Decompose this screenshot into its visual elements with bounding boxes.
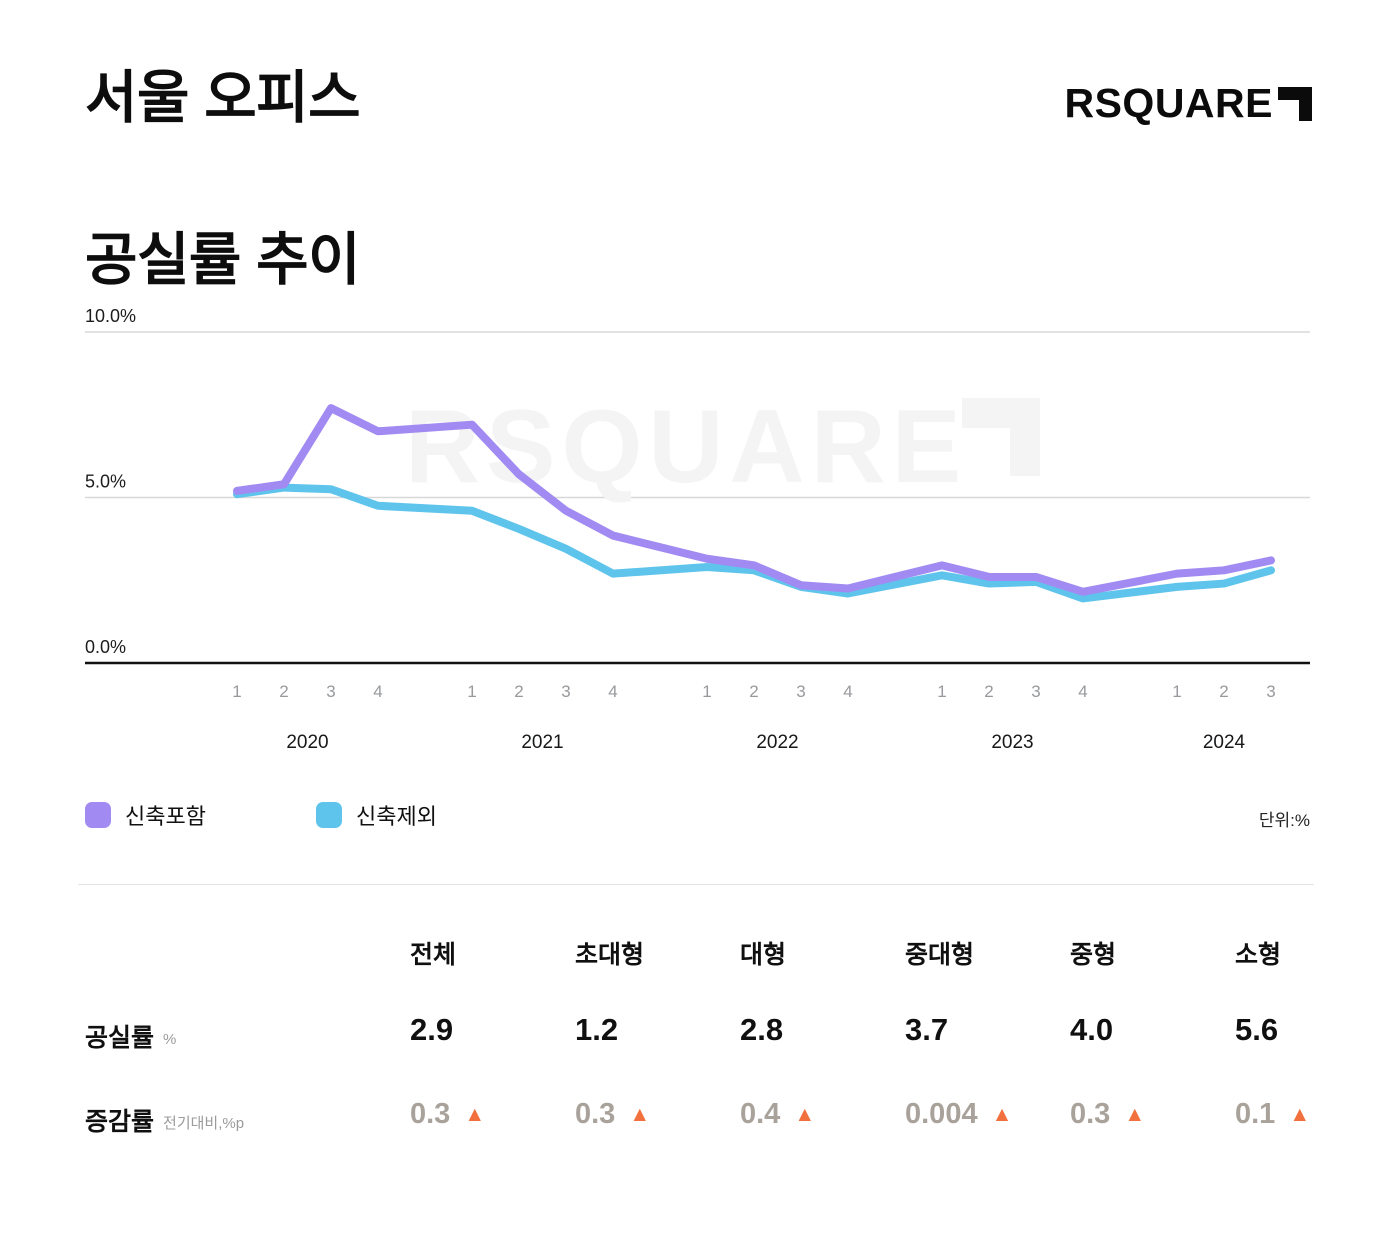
x-axis-quarter-tick: 3: [1031, 682, 1040, 701]
x-axis-year-label: 2022: [756, 732, 798, 753]
change-value-number: 0.004: [905, 1098, 978, 1130]
vacancy-value: 3.7: [905, 1012, 949, 1047]
change-row-sublabel: 전기대비,%p: [163, 1115, 245, 1132]
table-col-header: 소형: [1235, 941, 1282, 969]
legend-swatch-blue: [315, 802, 342, 828]
rsquare-logo: RSQUARE: [1064, 80, 1312, 127]
legend-item-excluding-new: 신축제외: [315, 799, 437, 831]
change-value: 0.1 ▲: [1235, 1098, 1310, 1131]
x-axis-quarter-tick: 4: [843, 682, 852, 701]
chart-watermark: RSQUARE: [405, 389, 1040, 505]
x-axis-quarter-tick: 3: [796, 682, 805, 701]
vacancy-trend-chart: RSQUARE 10.0% 5.0% 0.0% 1 2 3 4 2020 1 2 3 4 2021 1 2 3…: [85, 306, 1310, 753]
change-value-number: 0.3: [1070, 1098, 1111, 1130]
vacancy-row-sublabel: %: [163, 1031, 177, 1048]
vacancy-row-label: 공실률%: [85, 1018, 176, 1054]
x-axis-year-label: 2020: [286, 732, 328, 753]
legend-item-including-new: 신축포함: [85, 799, 206, 831]
change-row-label: 증감률 전기대비,%p: [85, 1102, 244, 1138]
x-axis-quarter-tick: 3: [1266, 682, 1275, 701]
chart-legend: 신축포함 신축제외: [85, 799, 547, 831]
change-value: 0.4 ▲: [740, 1098, 815, 1131]
vacancy-value: 1.2: [575, 1012, 619, 1047]
table-col-header: 전체: [410, 941, 457, 969]
x-axis-year-label: 2024: [1203, 732, 1246, 753]
change-value: 0.3 ▲: [1070, 1098, 1145, 1131]
x-axis-quarter-tick: 4: [373, 682, 382, 701]
up-triangle-icon: ▲: [991, 1103, 1013, 1126]
y-axis-tick: 10.0%: [85, 306, 136, 326]
change-value-number: 0.3: [410, 1098, 451, 1130]
table-col-header: 대형: [740, 941, 787, 969]
change-row-label-text: 증감률: [85, 1108, 155, 1136]
rsquare-logo-mark-icon: [1278, 86, 1312, 121]
table-col-header: 초대형: [575, 941, 645, 969]
table-col-header: 중대형: [905, 941, 975, 969]
vacancy-row-label-text: 공실률: [85, 1024, 155, 1052]
vacancy-value: 4.0: [1070, 1012, 1114, 1047]
vacancy-value: 5.6: [1235, 1012, 1279, 1047]
chart-axis-labels: 10.0% 5.0% 0.0% 1 2 3 4 2020 1 2 3 4 2021 1 2 3 4 2022 1 2 3…: [85, 306, 1276, 753]
x-axis-quarter-tick: 1: [1172, 682, 1181, 701]
section-divider: [78, 884, 1314, 885]
x-axis-quarter-tick: 2: [984, 682, 993, 701]
vacancy-value: 2.8: [740, 1012, 784, 1047]
page-title-line2: 공실률 추이: [85, 227, 361, 292]
page-title: 서울 오피스 공실률 추이: [85, 58, 361, 301]
up-triangle-icon: ▲: [464, 1103, 486, 1126]
y-axis-tick: 5.0%: [85, 472, 126, 492]
vacancy-value: 2.9: [410, 1012, 454, 1047]
series-line-excluding-new: [233, 483, 1275, 603]
legend-label: 신축포함: [125, 804, 206, 829]
legend-label: 신축제외: [355, 804, 437, 829]
x-axis-quarter-tick: 3: [561, 682, 570, 701]
up-triangle-icon: ▲: [629, 1103, 651, 1126]
change-value-number: 0.3: [575, 1098, 616, 1130]
up-triangle-icon: ▲: [1124, 1103, 1146, 1126]
page-title-line1: 서울 오피스: [85, 66, 361, 130]
x-axis-quarter-tick: 1: [232, 682, 241, 701]
series-line-including-new: [233, 404, 1275, 596]
change-value: 0.3 ▲: [575, 1098, 650, 1131]
up-triangle-icon: ▲: [1289, 1103, 1311, 1126]
chart-gridlines: [85, 331, 1310, 665]
rsquare-logo-text: RSQUARE: [1064, 80, 1273, 126]
table-col-header: 중형: [1070, 941, 1117, 969]
x-axis-year-label: 2023: [991, 732, 1033, 753]
x-axis-quarter-tick: 2: [279, 682, 288, 701]
x-axis-year-label: 2021: [521, 732, 563, 753]
up-triangle-icon: ▲: [794, 1103, 816, 1126]
x-axis-quarter-tick: 4: [608, 682, 617, 701]
unit-label: 단위:%: [1258, 811, 1310, 830]
x-axis-quarter-tick: 2: [749, 682, 758, 701]
change-value: 0.3 ▲: [410, 1098, 485, 1131]
x-axis-quarter-tick: 2: [1219, 682, 1228, 701]
x-axis-quarter-tick: 1: [467, 682, 476, 701]
change-value: 0.004 ▲: [905, 1098, 1012, 1131]
chart-series-lines: [233, 404, 1275, 603]
x-axis-quarter-tick: 1: [702, 682, 711, 701]
x-axis-quarter-tick: 2: [514, 682, 523, 701]
x-axis-quarter-tick: 1: [937, 682, 946, 701]
legend-swatch-purple: [85, 802, 111, 828]
change-value-number: 0.1: [1235, 1098, 1276, 1130]
change-value-number: 0.4: [740, 1098, 781, 1130]
x-axis-quarter-tick: 3: [326, 682, 335, 701]
x-axis-quarter-tick: 4: [1078, 682, 1087, 701]
y-axis-tick: 0.0%: [85, 637, 126, 657]
watermark-logo-mark: [962, 398, 1040, 476]
